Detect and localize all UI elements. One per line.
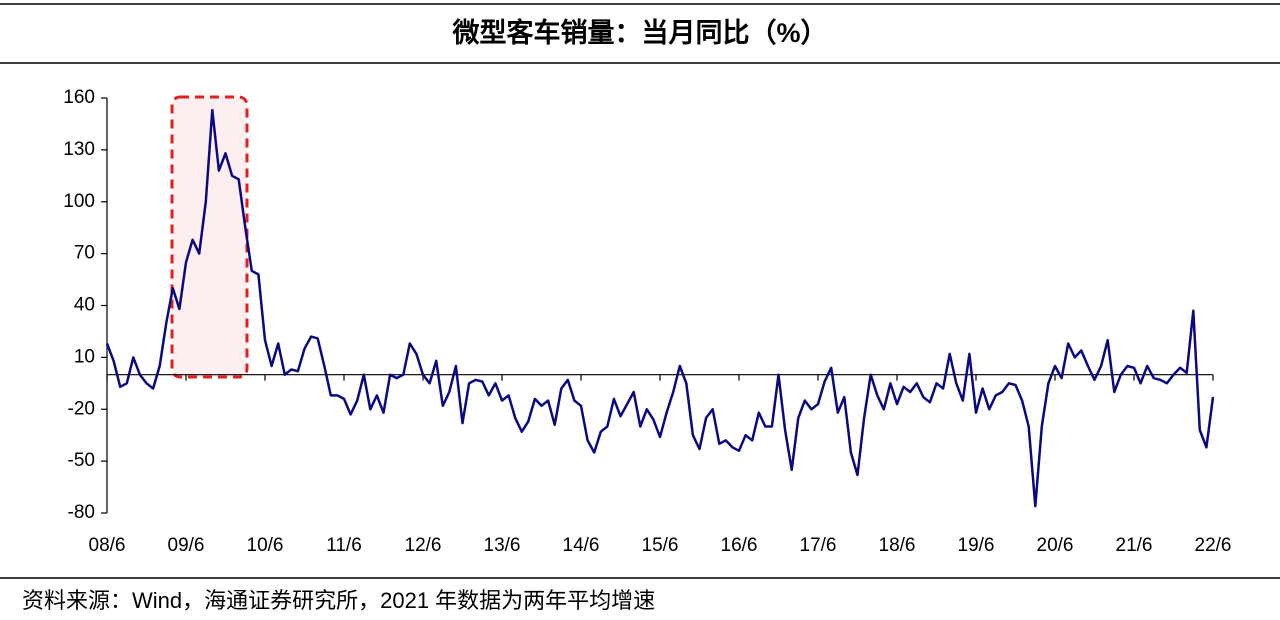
- x-tick-label: 22/6: [1195, 535, 1232, 556]
- chart-title: 微型客车销量：当月同比（%）: [451, 17, 827, 48]
- x-tick-label: 20/6: [1037, 535, 1074, 556]
- x-tick-label: 19/6: [958, 535, 995, 556]
- y-tick-label: -80: [68, 502, 95, 523]
- x-tick-label: 18/6: [879, 535, 916, 556]
- x-tick-label: 16/6: [721, 535, 758, 556]
- x-tick-label: 11/6: [326, 535, 362, 556]
- y-tick-label: 160: [63, 87, 95, 108]
- data-line: [105, 108, 1215, 508]
- y-tick-label: 100: [63, 191, 95, 212]
- y-tick-label: 40: [74, 295, 95, 316]
- x-tick-label: 15/6: [642, 535, 679, 556]
- y-tick-label: 130: [63, 139, 95, 160]
- x-tick-label: 13/6: [484, 535, 521, 556]
- x-tick-label: 12/6: [405, 535, 442, 556]
- x-tick-label: 08/6: [89, 535, 126, 556]
- source-note: 资料来源：Wind，海通证券研究所，2021 年数据为两年平均增速: [22, 588, 655, 613]
- x-tick-label: 21/6: [1116, 535, 1153, 556]
- y-tick-label: -20: [68, 398, 95, 419]
- x-tick-label: 17/6: [800, 535, 837, 556]
- x-tick-label: 09/6: [168, 535, 205, 556]
- y-tick-label: 10: [74, 346, 95, 367]
- y-tick-label: 70: [74, 243, 95, 264]
- x-tick-label: 14/6: [563, 535, 600, 556]
- y-tick-label: -50: [68, 450, 95, 471]
- x-tick-label: 10/6: [247, 535, 284, 556]
